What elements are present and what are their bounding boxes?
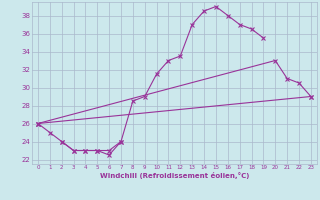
X-axis label: Windchill (Refroidissement éolien,°C): Windchill (Refroidissement éolien,°C)	[100, 172, 249, 179]
